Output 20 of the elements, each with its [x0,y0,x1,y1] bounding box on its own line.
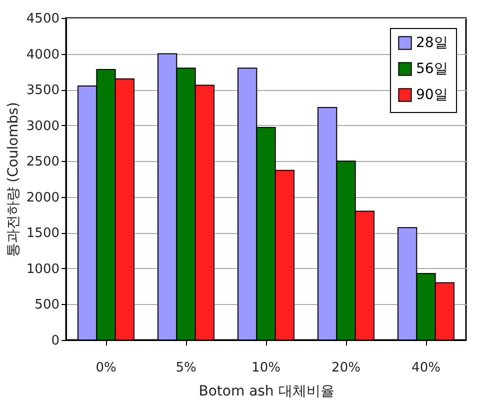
x-tick-label: 40% [412,360,440,376]
y-axis-title: 통과전하량 (Coulombs) [5,102,22,257]
x-tick-label: 10% [252,360,280,376]
legend-label: 28일 [416,35,448,51]
y-tick-label: 500 [34,298,60,313]
x-axis-title: Botom ash 대체비율 [198,384,334,400]
y-tick-label: 0 [51,334,60,348]
y-tick-label: 4000 [26,47,60,62]
legend-label: 90일 [416,87,448,103]
y-tick-label: 3000 [26,118,60,134]
legend-label: 56일 [416,61,448,77]
y-tick-label: 2500 [26,154,60,170]
x-tick-label: 20% [332,360,360,376]
y-tick-label: 2000 [26,190,60,206]
x-tick-label: 0% [96,360,116,376]
y-tick-label: 1500 [26,226,60,242]
y-tick-label: 4500 [26,12,60,26]
x-tick-label: 5% [176,360,196,376]
y-tick-label: 1000 [26,262,60,277]
y-tick-label: 3500 [26,83,60,98]
